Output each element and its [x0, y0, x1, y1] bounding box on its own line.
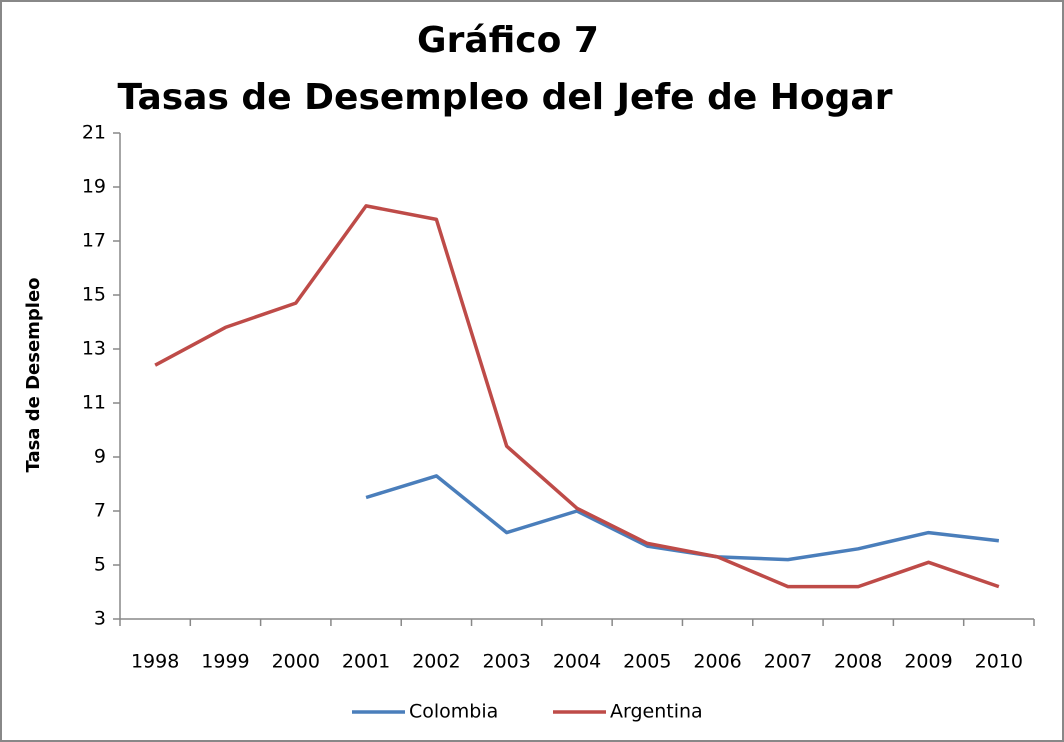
x-tick-label: 2007	[764, 651, 812, 673]
x-tick-label: 1999	[201, 651, 249, 673]
legend-label: Colombia	[409, 701, 498, 723]
x-tick-label: 2006	[693, 651, 741, 673]
x-tick-label: 2003	[483, 651, 531, 673]
y-axis-label: Tasa de Desempleo	[23, 277, 44, 472]
x-tick-label: 1998	[131, 651, 179, 673]
x-tick-label: 2005	[623, 651, 671, 673]
y-tick-label: 21	[82, 122, 106, 144]
x-tick-label: 2001	[342, 651, 390, 673]
y-tick-label: 13	[82, 338, 106, 360]
legend-label: Argentina	[610, 701, 703, 723]
y-tick-label: 15	[82, 284, 106, 306]
y-tick-label: 3	[94, 608, 106, 630]
series-line	[154, 204, 1000, 589]
y-tick-label: 5	[94, 554, 106, 576]
x-tick-label: 2008	[834, 651, 882, 673]
x-tick-label: 2010	[975, 651, 1023, 673]
x-tick-label: 2004	[553, 651, 601, 673]
y-tick-label: 7	[94, 500, 106, 522]
x-tick-label: 2000	[272, 651, 320, 673]
y-tick-label: 9	[94, 446, 106, 468]
chart-subtitle: Tasas de Desempleo del Jefe de Hogar	[118, 77, 893, 118]
x-tick-label: 2009	[904, 651, 952, 673]
y-tick-label: 11	[82, 392, 106, 414]
y-tick-label: 17	[82, 230, 106, 252]
chart-title: Gráfico 7	[417, 20, 599, 61]
x-tick-label: 2002	[412, 651, 460, 673]
y-tick-label: 19	[82, 176, 106, 198]
